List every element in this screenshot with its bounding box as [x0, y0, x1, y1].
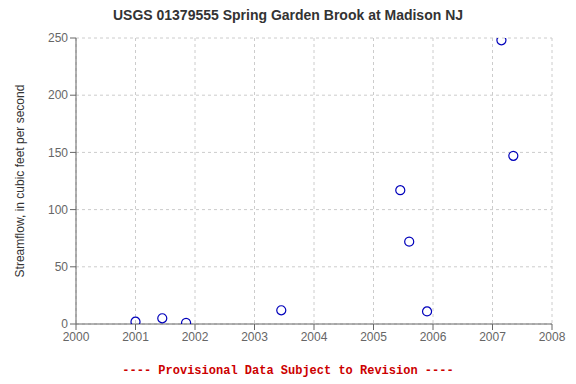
svg-text:2000: 2000	[63, 330, 90, 344]
svg-text:2005: 2005	[360, 330, 387, 344]
svg-text:2006: 2006	[420, 330, 447, 344]
svg-text:250: 250	[48, 31, 68, 45]
svg-text:2001: 2001	[122, 330, 149, 344]
svg-text:2002: 2002	[182, 330, 209, 344]
svg-text:2007: 2007	[479, 330, 506, 344]
svg-text:200: 200	[48, 88, 68, 102]
html-text:USGS 01379555 Spring Garden Br: USGS 01379555 Spring Garden Brook at Mad…	[112, 7, 463, 23]
html-text:---- Provisional Data Subject: ---- Provisional Data Subject to Revisio…	[122, 364, 454, 378]
svg-text:Streamflow, in cubic feet per: Streamflow, in cubic feet per second	[13, 85, 27, 278]
svg-text:0: 0	[61, 317, 68, 331]
svg-text:50: 50	[55, 260, 69, 274]
svg-text:150: 150	[48, 146, 68, 160]
svg-text:2004: 2004	[301, 330, 328, 344]
svg-text:2008: 2008	[539, 330, 566, 344]
svg-text:2003: 2003	[241, 330, 268, 344]
svg-text:100: 100	[48, 203, 68, 217]
